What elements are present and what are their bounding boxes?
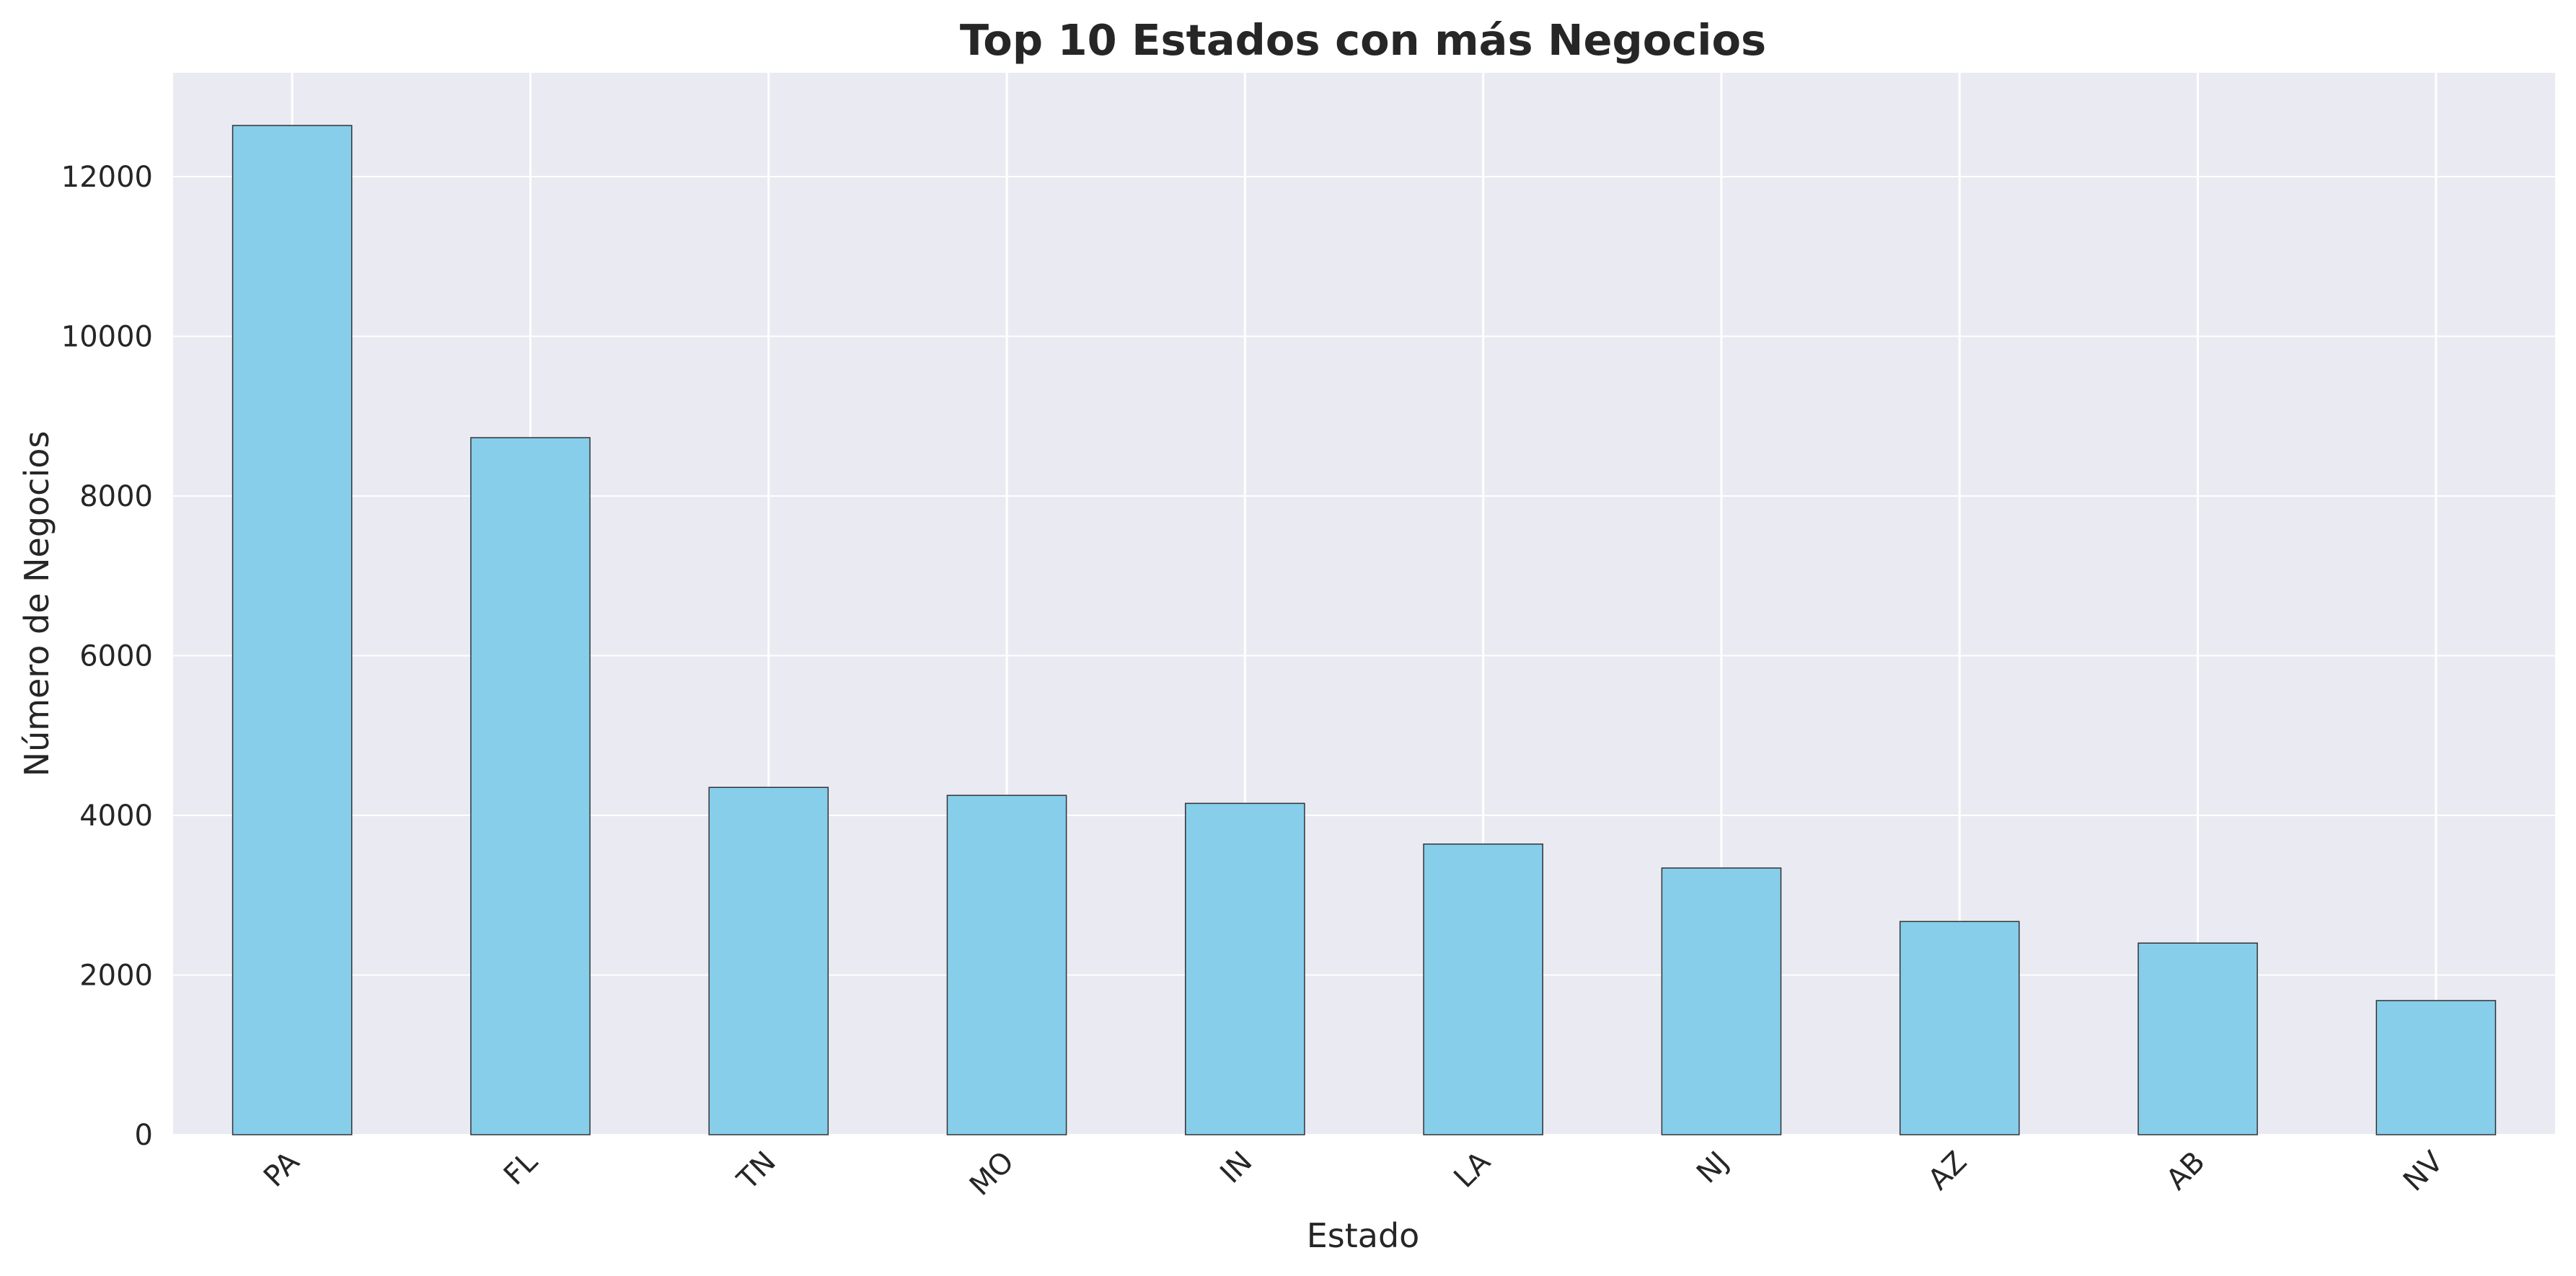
y-tick-label: 12000 — [61, 161, 153, 194]
bar-nj — [1661, 867, 1782, 1135]
y-tick-label: 6000 — [79, 639, 153, 673]
bar-fl — [470, 437, 591, 1135]
bar-tn — [708, 787, 829, 1135]
x-tick-label: PA — [257, 1145, 306, 1194]
x-tick-label: IN — [1214, 1146, 1258, 1190]
bar-mo — [946, 794, 1067, 1135]
x-tick-label: AB — [2160, 1146, 2211, 1197]
x-tick-label: FL — [498, 1145, 544, 1192]
y-axis-label: Número de Negocios — [17, 431, 56, 777]
bar-in — [1185, 802, 1305, 1135]
y-tick-labels: 0 2000 4000 6000 8000 10000 12000 — [61, 161, 153, 1152]
x-tick-label: NV — [2397, 1145, 2450, 1197]
chart-title: Top 10 Estados con más Negocios — [960, 15, 1766, 65]
x-tick-label: AZ — [1922, 1146, 1973, 1197]
x-tick-label: TN — [731, 1146, 782, 1197]
y-tick-label: 4000 — [79, 799, 153, 833]
bar-pa — [231, 125, 353, 1135]
bar-nv — [2376, 1000, 2497, 1135]
y-tick-label: 2000 — [79, 959, 153, 992]
x-tick-label: NJ — [1690, 1146, 1735, 1190]
bar-la — [1423, 843, 1543, 1135]
y-tick-label: 10000 — [61, 320, 153, 353]
bar-az — [1899, 921, 2020, 1135]
bar-ab — [2138, 942, 2258, 1135]
x-axis-label: Estado — [1307, 1216, 1420, 1255]
y-tick-label: 8000 — [79, 480, 153, 513]
bars — [231, 125, 2497, 1135]
y-tick-label: 0 — [135, 1119, 153, 1152]
x-tick-label: MO — [963, 1146, 1020, 1202]
x-tick-labels: PA FL TN MO IN LA NJ AZ AB NV — [257, 1145, 2450, 1202]
x-tick-label: LA — [1447, 1145, 1497, 1195]
